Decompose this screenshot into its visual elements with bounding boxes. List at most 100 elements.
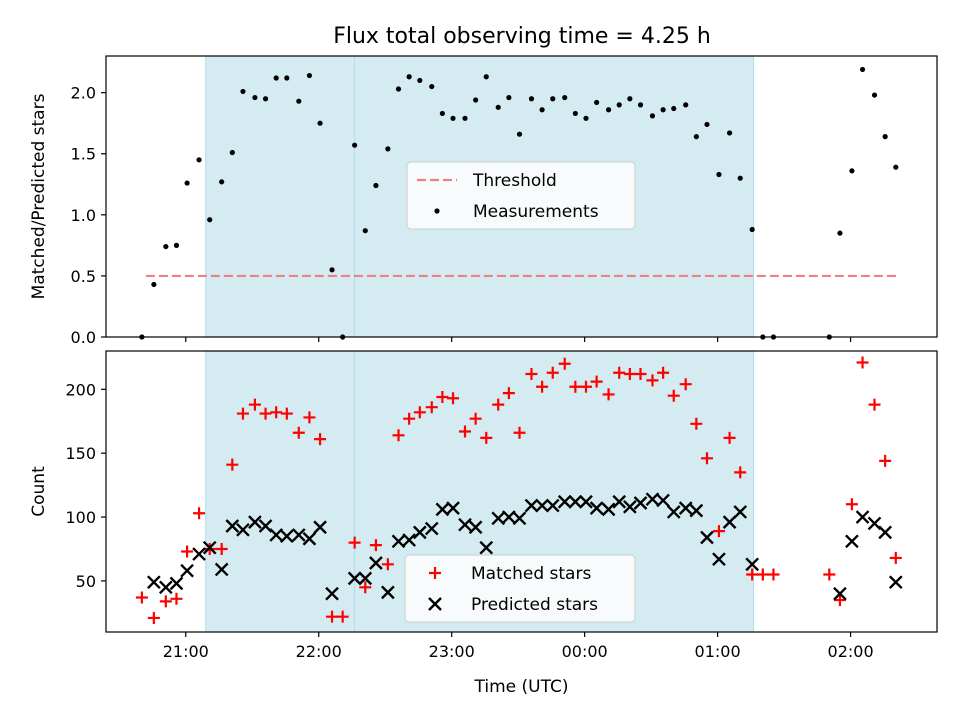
predicted-star-point	[236, 522, 250, 537]
predicted-star-point	[845, 534, 859, 549]
predicted-star-point	[623, 499, 637, 514]
data-point	[495, 104, 501, 110]
predicted-star-point	[381, 585, 395, 600]
predicted-star-point	[878, 525, 892, 540]
predicted-star-point	[202, 540, 217, 555]
data-point	[151, 281, 157, 288]
data-point	[837, 230, 843, 236]
data-point	[849, 168, 855, 174]
data-point	[450, 115, 456, 121]
observing-interval	[205, 55, 373, 338]
matched-star-point	[845, 498, 858, 511]
matched-star-point	[746, 568, 759, 581]
data-point	[173, 242, 180, 248]
legend-label: Threshold	[472, 171, 557, 191]
data-point	[439, 110, 445, 117]
matched-star-point	[889, 551, 902, 564]
predicted-star-point	[524, 498, 539, 513]
data-point	[273, 75, 279, 81]
data-point	[637, 102, 644, 108]
matched-star-point	[193, 507, 206, 520]
predicted-star-point	[248, 515, 262, 530]
x-tick-label: 02:00	[828, 642, 874, 661]
data-point	[893, 164, 899, 170]
predicted-star-point	[358, 571, 373, 586]
predicted-star-point	[589, 501, 604, 515]
predicted-star-point	[512, 511, 527, 526]
matched-star-point	[657, 366, 670, 379]
matched-star-point	[590, 375, 603, 388]
predicted-star-point	[446, 501, 460, 515]
predicted-star-point	[612, 494, 627, 509]
data-point	[649, 113, 656, 119]
data-point	[583, 115, 589, 121]
predicted-star-point	[733, 505, 748, 519]
matched-star-point	[480, 431, 493, 444]
predicted-star-point	[313, 520, 327, 535]
predicted-star-point	[302, 531, 317, 546]
matched-star-point	[159, 595, 172, 608]
data-point	[252, 94, 258, 101]
matched-star-point	[646, 374, 659, 387]
predicted-star-point	[468, 520, 483, 535]
legend-label: Predicted stars	[471, 595, 598, 615]
y-tick-label: 150	[65, 444, 96, 463]
axes-frame	[105, 55, 938, 338]
legend: Threshold Measurements	[406, 161, 636, 230]
matched-star-point	[868, 398, 881, 411]
data-point	[627, 96, 633, 102]
data-point	[749, 226, 755, 233]
matched-star-point	[602, 388, 615, 401]
predicted-star-point	[158, 580, 173, 595]
y-axis-label: Matched/Predicted stars	[29, 93, 49, 299]
predicted-star-point	[169, 576, 184, 591]
legend-predicted-swatch	[428, 597, 442, 611]
data-point	[229, 149, 235, 156]
data-point	[506, 94, 512, 101]
matched-star-point	[147, 611, 160, 624]
data-point	[329, 267, 335, 273]
predicted-star-point	[700, 530, 714, 545]
matched-star-point	[833, 594, 846, 607]
predicted-star-point	[656, 493, 670, 508]
matched-star-point	[579, 380, 592, 393]
data-point	[417, 77, 423, 84]
matched-star-point	[690, 417, 703, 430]
matched-star-point	[634, 367, 647, 380]
matched-star-point	[403, 412, 416, 425]
data-point	[362, 228, 368, 234]
matched-star-point	[248, 398, 261, 411]
predicted-star-point	[369, 556, 383, 570]
y-tick-label: 200	[65, 380, 96, 399]
matched-star-point	[856, 356, 869, 369]
data-point	[429, 83, 435, 90]
predicted-star-point	[888, 575, 903, 590]
y-tick-label: 100	[65, 508, 96, 527]
legend: Matched stars Predicted stars	[404, 554, 636, 623]
matched-star-point	[226, 458, 239, 471]
matched-star-point	[381, 558, 394, 571]
matched-star-point	[348, 536, 361, 549]
data-point	[306, 72, 313, 79]
predicted-star-point	[722, 515, 737, 530]
data-point	[572, 110, 578, 117]
predicted-star-point	[479, 540, 494, 555]
matched-star-point	[447, 392, 460, 405]
legend-box	[404, 554, 636, 623]
predicted-star-point	[568, 494, 583, 509]
predicted-star-point	[633, 496, 648, 510]
data-point	[352, 142, 358, 148]
x-tick-label: 21:00	[163, 642, 209, 661]
data-point	[406, 74, 412, 80]
matched-star-point	[259, 407, 272, 420]
data-point	[660, 107, 666, 113]
matched-star-point	[458, 425, 471, 438]
predicted-star-point	[678, 501, 693, 515]
legend-label: Matched stars	[471, 564, 591, 584]
y-axis-label: Count	[29, 466, 49, 517]
x-tick-label: 01:00	[695, 642, 741, 661]
matched-star-point	[513, 426, 526, 439]
x-tick-label: 00:00	[562, 642, 608, 661]
data-point	[284, 75, 290, 81]
predicted-star-point	[192, 547, 206, 561]
